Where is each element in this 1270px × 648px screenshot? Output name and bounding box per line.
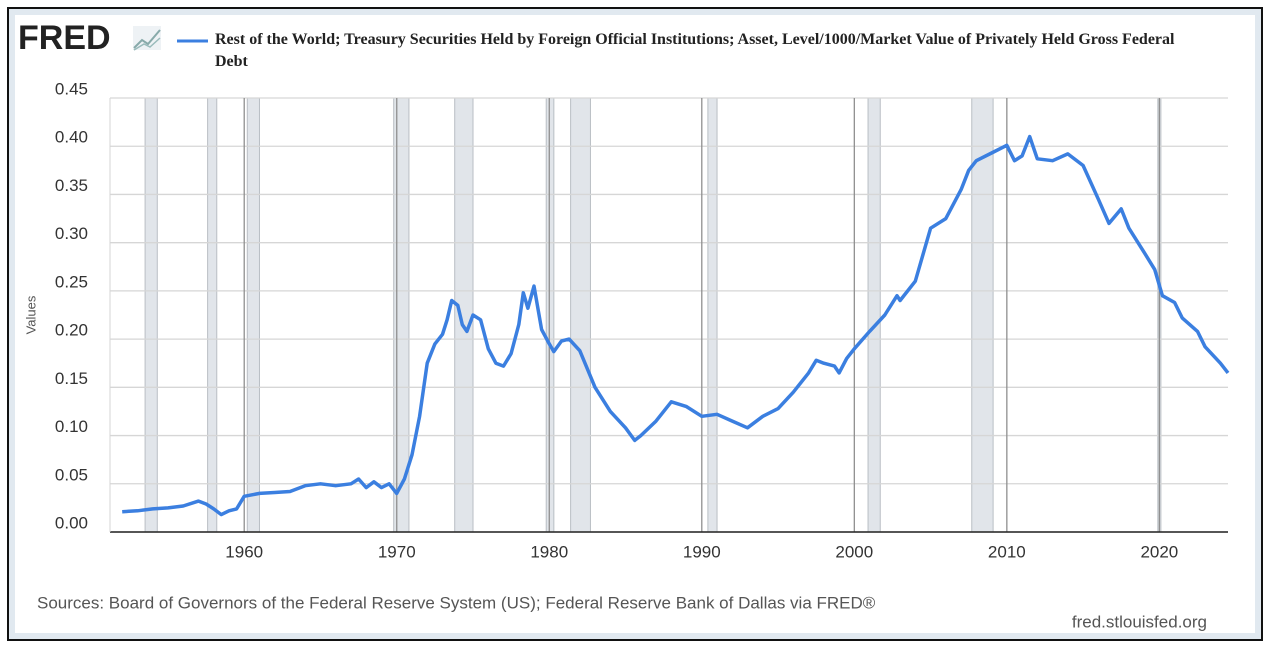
recession-band bbox=[144, 97, 158, 533]
recession-band bbox=[207, 97, 218, 533]
x-tick-label: 1980 bbox=[530, 542, 568, 561]
y-axis-label: Values bbox=[23, 295, 38, 334]
y-tick-label: 0.00 bbox=[55, 513, 88, 532]
y-tick-label: 0.10 bbox=[55, 417, 88, 436]
x-tick-label: 1970 bbox=[378, 542, 416, 561]
y-tick-label: 0.15 bbox=[55, 369, 88, 388]
recession-band bbox=[545, 97, 555, 533]
y-tick-label: 0.35 bbox=[55, 176, 88, 195]
legend-text: Rest of the World; Treasury Securities H… bbox=[215, 31, 1175, 70]
recession-band bbox=[707, 97, 718, 533]
y-tick-label: 0.40 bbox=[55, 128, 88, 147]
series-line bbox=[122, 134, 1230, 517]
y-tick-label: 0.30 bbox=[55, 224, 88, 243]
recession-band bbox=[867, 97, 881, 533]
recession-band bbox=[246, 97, 260, 533]
recession-band bbox=[570, 97, 591, 533]
x-tick-label: 1990 bbox=[683, 542, 721, 561]
inner-frame bbox=[9, 9, 1261, 639]
y-tick-label: 0.20 bbox=[55, 321, 88, 340]
logo-icon bbox=[133, 26, 161, 51]
x-tick-label: 2010 bbox=[988, 542, 1026, 561]
recession-band bbox=[454, 97, 474, 533]
legend: Rest of the World; Treasury Securities H… bbox=[215, 31, 1175, 70]
y-tick-label: 0.25 bbox=[55, 272, 88, 291]
x-tick-label: 1960 bbox=[225, 542, 263, 561]
y-tick-label: 0.45 bbox=[55, 79, 88, 98]
y-tick-label: 0.05 bbox=[55, 465, 88, 484]
site: fred.stlouisfed.org bbox=[1072, 612, 1207, 631]
logo: FRED bbox=[18, 19, 111, 57]
source: Sources: Board of Governors of the Feder… bbox=[37, 593, 876, 612]
x-tick-label: 2020 bbox=[1140, 542, 1178, 561]
frame bbox=[7, 7, 1263, 641]
x-tick-label: 2000 bbox=[835, 542, 873, 561]
